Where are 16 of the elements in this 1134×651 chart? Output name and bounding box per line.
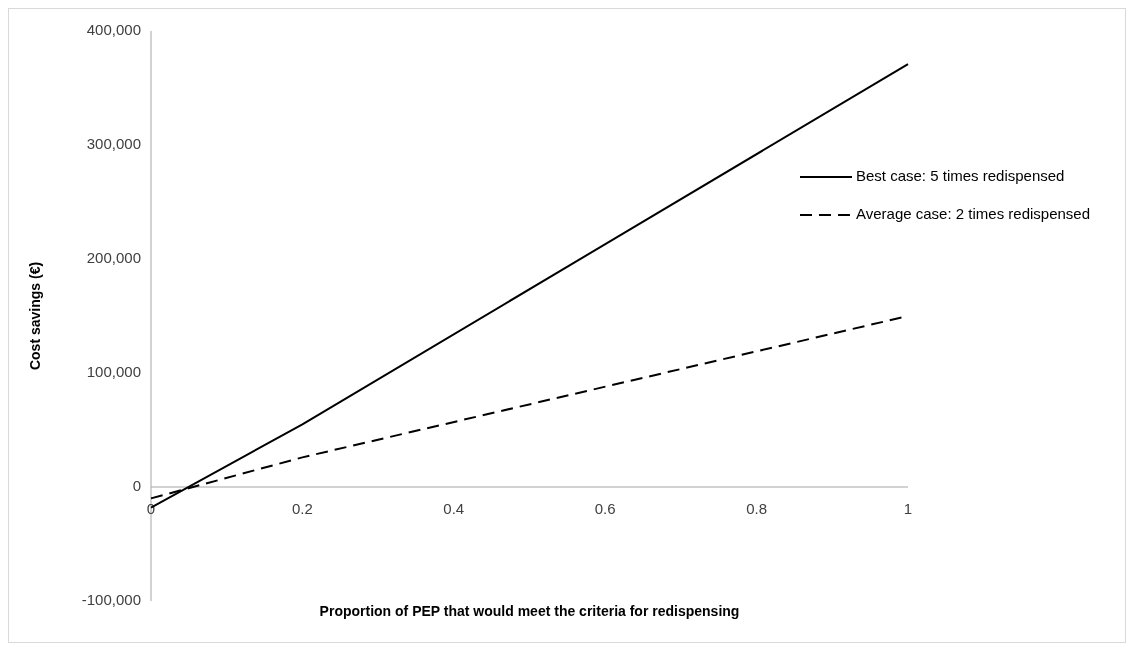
legend-label: Best case: 5 times redispensed	[856, 166, 1065, 184]
x-tick-label: 0.2	[291, 499, 313, 517]
x-tick-label: 0.4	[443, 499, 465, 517]
y-tick-label: 400,000	[86, 20, 141, 38]
legend-label: Average case: 2 times redispensed	[856, 204, 1091, 222]
y-tick-label: 0	[132, 476, 141, 494]
y-tick-label: 200,000	[86, 248, 141, 266]
x-tick-label: 0.8	[746, 499, 768, 517]
y-axis-title: Cost savings (€)	[26, 261, 43, 371]
x-tick-label: 0.6	[594, 499, 616, 517]
x-tick-label: 1	[903, 499, 913, 517]
y-tick-label: 300,000	[86, 134, 141, 152]
y-tick-label: -100,000	[81, 590, 141, 608]
x-axis-title: Proportion of PEP that would meet the criteria for redispensing	[319, 602, 740, 619]
y-tick-label: 100,000	[86, 362, 141, 380]
x-tick-label: 0	[146, 499, 156, 517]
